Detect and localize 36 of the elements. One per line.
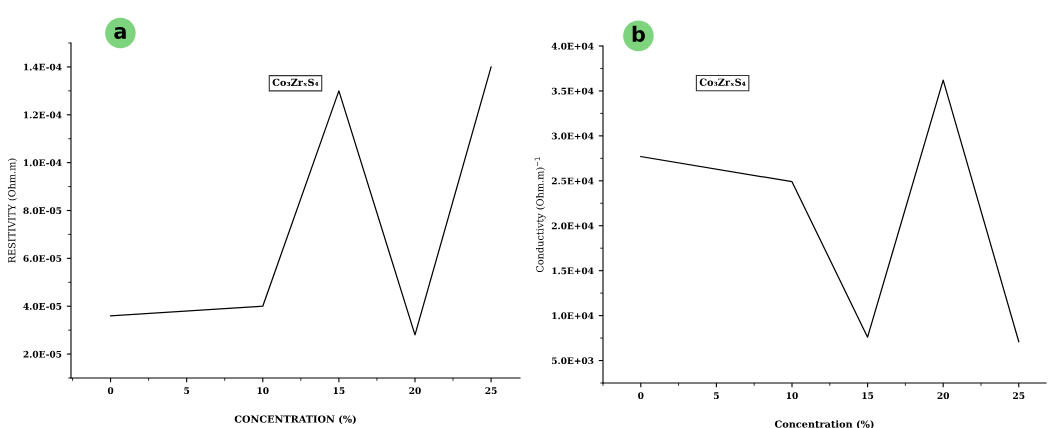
line-series [640, 79, 1020, 343]
x-tick-label: 15 [862, 392, 874, 400]
line-series [109, 66, 492, 336]
y-tick-label: 1.4E-04 [24, 63, 62, 71]
x-tick-label: 5 [184, 387, 190, 395]
y-tick-label: 8.0E-05 [23, 207, 62, 215]
y-tick-label: 1.5E+04 [552, 267, 594, 275]
x-tick-label: 10 [257, 387, 269, 395]
annotation: Co₃ZrₓS₄ [699, 78, 746, 86]
x-tick-label: 20 [409, 387, 421, 395]
chart-title: a [114, 27, 126, 39]
y-axis-title: Conductivty (Ohm.m)$^{−1}$ [534, 157, 546, 273]
y-tick-label: 3.5E+04 [551, 87, 594, 95]
y-tick-label: 1.0E-04 [24, 159, 62, 167]
x-tick-label: 25 [485, 387, 497, 395]
x-tick-label: 10 [786, 392, 798, 400]
y-tick-label: 1.2E-04 [24, 111, 62, 119]
y-tick-label: 5.0E+03 [552, 357, 594, 365]
y-tick-label: 2.5E+04 [551, 177, 594, 185]
y-tick-label: 3.0E+04 [551, 132, 594, 140]
y-tick-label: 6.0E-05 [23, 255, 62, 262]
y-tick-label: 4.0E+04 [551, 42, 594, 50]
y-tick-label: 2.0E+04 [551, 222, 594, 230]
chart-title: b [632, 25, 645, 42]
y-axis-title: RESITIVITY (Ohm.m) [7, 158, 17, 263]
x-tick-label: 0 [638, 392, 644, 400]
x-tick-label: 15 [333, 387, 345, 395]
x-axis-title: CONCENTRATION (%) [234, 415, 356, 425]
x-tick-label: 0 [107, 387, 114, 395]
x-tick-label: 25 [1013, 392, 1025, 400]
x-tick-label: 5 [714, 392, 719, 400]
x-tick-label: 20 [937, 392, 950, 400]
annotation: Co₃ZrₓS₄ [272, 78, 319, 87]
y-tick-label: 1.0E+04 [552, 312, 594, 320]
y-tick-label: 4.0E-05 [23, 302, 62, 310]
y-tick-label: 2.0E-05 [23, 350, 62, 358]
